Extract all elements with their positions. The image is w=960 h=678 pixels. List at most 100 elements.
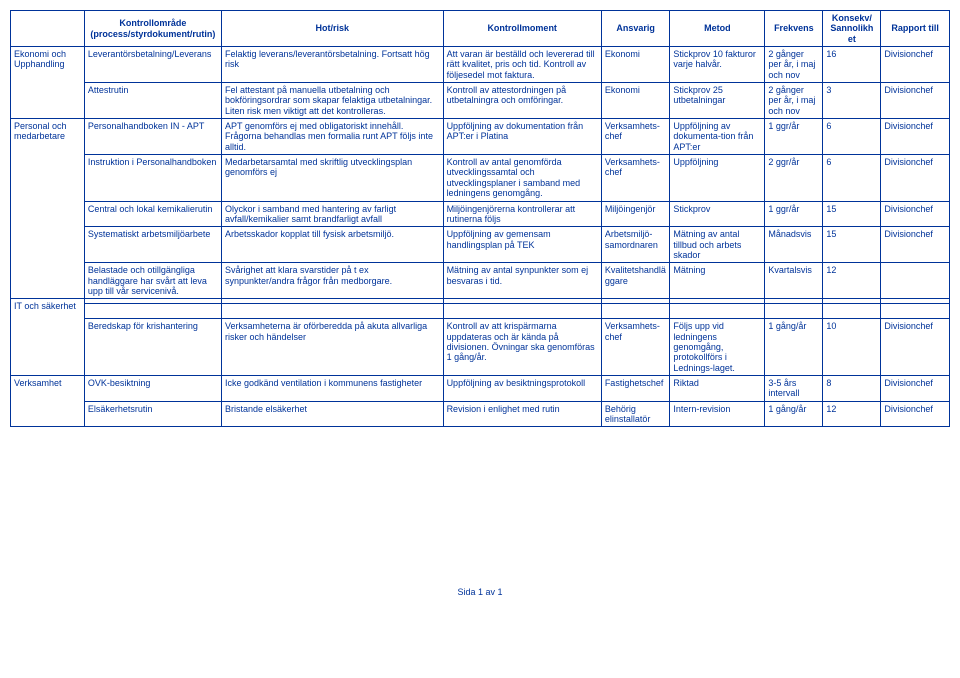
cell: Verksamhets-chef: [601, 319, 670, 376]
cell: Kontroll av attestordningen på utbetalni…: [443, 83, 601, 119]
cell: Uppföljning av dokumenta-tion från APT:e…: [670, 119, 765, 155]
cell: Divisionchef: [881, 319, 950, 376]
cell: Kvartalsvis: [765, 263, 823, 299]
table-row: Attestrutin Fel attestant på manuella ut…: [11, 83, 950, 119]
cell: Uppföljning av gemensam handlingsplan på…: [443, 227, 601, 263]
cell: 3: [823, 83, 881, 119]
cell: Elsäkerhetsrutin: [84, 401, 221, 427]
cell: Miljöingenjörerna kontrollerar att rutin…: [443, 201, 601, 227]
header-rapport: Rapport till: [881, 11, 950, 47]
table-row: Systematiskt arbetsmiljöarbete Arbetsska…: [11, 227, 950, 263]
cell: Att varan är beställd och levererad till…: [443, 47, 601, 83]
cell: 12: [823, 263, 881, 299]
header-konsekv: Konsekv/ Sannolikh et: [823, 11, 881, 47]
cell: Behörig elinstallatör: [601, 401, 670, 427]
cell: Ekonomi: [601, 83, 670, 119]
cell: Instruktion i Personalhandboken: [84, 155, 221, 201]
control-table: Kontrollområde (process/styrdokument/rut…: [10, 10, 950, 427]
header-ansvarig: Ansvarig: [601, 11, 670, 47]
header-kontrollmoment: Kontrollmoment: [443, 11, 601, 47]
cell: Mätning av antal synpunkter som ej besva…: [443, 263, 601, 299]
cell: 1 gång/år: [765, 401, 823, 427]
cell: Månadsvis: [765, 227, 823, 263]
cell: Medarbetarsamtal med skriftlig utvecklin…: [222, 155, 444, 201]
cell: Belastade och otillgängliga handläggare …: [84, 263, 221, 299]
header-kontrollomrade: Kontrollområde (process/styrdokument/rut…: [84, 11, 221, 47]
cell: Bristande elsäkerhet: [222, 401, 444, 427]
table-row: Ekonomi och Upphandling Leverantörsbetal…: [11, 47, 950, 83]
cell: 2 gånger per år, i maj och nov: [765, 83, 823, 119]
cell: Systematiskt arbetsmiljöarbete: [84, 227, 221, 263]
cell: Verksamhets-chef: [601, 155, 670, 201]
cell: Kvalitetshandläggare: [601, 263, 670, 299]
cell: Uppföljning: [670, 155, 765, 201]
section-verksamhet: Verksamhet: [11, 375, 85, 426]
cell: Fastighetschef: [601, 375, 670, 401]
cell: Icke godkänd ventilation i kommunens fas…: [222, 375, 444, 401]
cell: Följs upp vid ledningens genomgång, prot…: [670, 319, 765, 376]
cell: Divisionchef: [881, 227, 950, 263]
cell: [881, 263, 950, 299]
cell: 8: [823, 375, 881, 401]
cell: Verksamheterna är oförberedda på akuta a…: [222, 319, 444, 376]
cell: 12: [823, 401, 881, 427]
cell: Stickprov 10 fakturor varje halvår.: [670, 47, 765, 83]
table-row: Verksamhet OVK-besiktning Icke godkänd v…: [11, 375, 950, 401]
table-row: Central och lokal kemikalierutin Olyckor…: [11, 201, 950, 227]
header-metod: Metod: [670, 11, 765, 47]
cell: 2 ggr/år: [765, 155, 823, 201]
cell: Kontroll av antal genomförda utvecklings…: [443, 155, 601, 201]
cell: 1 ggr/år: [765, 119, 823, 155]
section-it: IT och säkerhet: [11, 299, 85, 376]
cell: Miljöingenjör: [601, 201, 670, 227]
cell: Leverantörsbetalning/Leverans: [84, 47, 221, 83]
cell: 6: [823, 119, 881, 155]
cell: Svårighet att klara svarstider på t ex s…: [222, 263, 444, 299]
cell: 10: [823, 319, 881, 376]
cell: Stickprov 25 utbetalningar: [670, 83, 765, 119]
page-footer: Sida 1 av 1: [10, 587, 950, 597]
cell: Central och lokal kemikalierutin: [84, 201, 221, 227]
cell: 2 gånger per år, i maj och nov: [765, 47, 823, 83]
cell: APT genomförs ej med obligatoriskt inneh…: [222, 119, 444, 155]
table-row: Belastade och otillgängliga handläggare …: [11, 263, 950, 299]
table-row: Elsäkerhetsrutin Bristande elsäkerhet Re…: [11, 401, 950, 427]
cell: Felaktig leverans/leverantörsbetalning. …: [222, 47, 444, 83]
cell: 3-5 års intervall: [765, 375, 823, 401]
cell: Divisionchef: [881, 119, 950, 155]
cell: Riktad: [670, 375, 765, 401]
table-row: Instruktion i Personalhandboken Medarbet…: [11, 155, 950, 201]
cell: Divisionchef: [881, 83, 950, 119]
cell: Divisionchef: [881, 47, 950, 83]
cell: 16: [823, 47, 881, 83]
cell: Divisionchef: [881, 375, 950, 401]
cell: Attestrutin: [84, 83, 221, 119]
cell: Arbetsskador kopplat till fysisk arbetsm…: [222, 227, 444, 263]
cell: Divisionchef: [881, 155, 950, 201]
cell: Divisionchef: [881, 201, 950, 227]
table-row: Beredskap för krishantering Verksamheter…: [11, 319, 950, 376]
cell: 15: [823, 227, 881, 263]
section-personal: Personal och medarbetare: [11, 119, 85, 299]
cell: 1 gång/år: [765, 319, 823, 376]
cell: Stickprov: [670, 201, 765, 227]
cell: Arbetsmiljö-samordnaren: [601, 227, 670, 263]
cell: Kontroll av att krispärmarna uppdateras …: [443, 319, 601, 376]
cell: Uppföljning av besiktningsprotokoll: [443, 375, 601, 401]
table-row: [11, 304, 950, 319]
header-frekvens: Frekvens: [765, 11, 823, 47]
cell: Beredskap för krishantering: [84, 319, 221, 376]
cell: Personalhandboken IN - APT: [84, 119, 221, 155]
cell: Uppföljning av dokumentation från APT:er…: [443, 119, 601, 155]
cell: 6: [823, 155, 881, 201]
cell: Ekonomi: [601, 47, 670, 83]
cell: Intern-revision: [670, 401, 765, 427]
cell: Revision i enlighet med rutin: [443, 401, 601, 427]
cell: Mätning av antal tillbud och arbets skad…: [670, 227, 765, 263]
header-row: Kontrollområde (process/styrdokument/rut…: [11, 11, 950, 47]
cell: OVK-besiktning: [84, 375, 221, 401]
section-ekonomi: Ekonomi och Upphandling: [11, 47, 85, 119]
cell: Verksamhets-chef: [601, 119, 670, 155]
cell: Olyckor i samband med hantering av farli…: [222, 201, 444, 227]
cell: 15: [823, 201, 881, 227]
